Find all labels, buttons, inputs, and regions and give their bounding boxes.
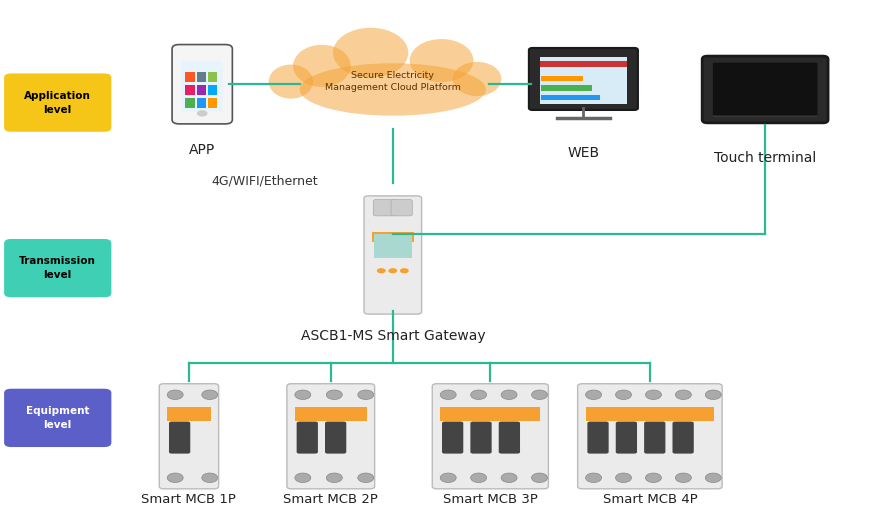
FancyBboxPatch shape [364,196,422,314]
Text: ASCB1-MS Smart Gateway: ASCB1-MS Smart Gateway [301,329,485,344]
FancyBboxPatch shape [644,422,665,453]
Bar [295,407,367,421]
FancyBboxPatch shape [702,56,828,123]
FancyBboxPatch shape [4,73,111,132]
FancyBboxPatch shape [287,384,375,489]
FancyBboxPatch shape [499,422,520,453]
Ellipse shape [293,45,351,87]
Bar [541,95,600,100]
FancyBboxPatch shape [713,63,817,116]
FancyBboxPatch shape [433,384,549,489]
Circle shape [706,473,722,483]
FancyBboxPatch shape [615,422,637,453]
Bar [372,233,414,242]
Text: Secure Electricity
Management Cloud Platform: Secure Electricity Management Cloud Plat… [325,71,461,92]
FancyBboxPatch shape [391,200,412,216]
Circle shape [295,390,310,399]
Circle shape [358,473,374,483]
Circle shape [202,473,218,483]
Bar [586,407,714,421]
Bar [196,72,206,82]
FancyBboxPatch shape [713,63,817,115]
Circle shape [400,268,409,273]
Circle shape [675,473,691,483]
Circle shape [441,473,456,483]
Circle shape [646,473,661,483]
Text: Touch terminal: Touch terminal [714,151,816,165]
Circle shape [706,390,722,399]
Text: Transmission
level: Transmission level [20,256,96,280]
Text: Smart MCB 1P: Smart MCB 1P [142,493,236,506]
Circle shape [326,390,343,399]
Text: WEB: WEB [567,145,599,159]
Text: Smart MCB 4P: Smart MCB 4P [602,493,698,506]
Text: Smart MCB 2P: Smart MCB 2P [284,493,378,506]
Bar [208,85,218,95]
Circle shape [646,390,661,399]
Bar [196,98,206,108]
FancyBboxPatch shape [470,422,491,453]
Ellipse shape [409,39,474,82]
Bar [167,407,211,421]
Circle shape [167,473,183,483]
Circle shape [167,390,183,399]
Bar [186,98,194,108]
Ellipse shape [333,28,409,78]
FancyBboxPatch shape [160,384,219,489]
Circle shape [376,268,385,273]
Circle shape [675,390,691,399]
FancyBboxPatch shape [4,239,111,297]
Circle shape [586,390,601,399]
Circle shape [501,473,517,483]
Circle shape [471,390,487,399]
FancyBboxPatch shape [297,422,318,453]
Ellipse shape [300,63,486,116]
Circle shape [388,268,397,273]
FancyBboxPatch shape [529,48,638,110]
Bar [441,407,541,421]
FancyBboxPatch shape [325,422,346,453]
Circle shape [295,473,310,483]
FancyBboxPatch shape [673,422,694,453]
FancyBboxPatch shape [169,422,190,453]
Circle shape [615,473,632,483]
Circle shape [197,110,208,116]
Circle shape [501,390,517,399]
Circle shape [441,390,456,399]
FancyBboxPatch shape [374,234,412,258]
Circle shape [586,473,601,483]
FancyBboxPatch shape [442,422,463,453]
Text: Smart MCB 3P: Smart MCB 3P [443,493,538,506]
Ellipse shape [268,65,313,99]
Text: 4G/WIFI/Ethernet: 4G/WIFI/Ethernet [211,175,318,188]
Bar [196,85,206,95]
Bar [208,72,218,82]
FancyBboxPatch shape [4,389,111,447]
FancyBboxPatch shape [588,422,608,453]
Bar [186,85,194,95]
Circle shape [326,473,343,483]
Ellipse shape [452,62,501,96]
FancyBboxPatch shape [540,57,627,104]
Circle shape [471,473,487,483]
Text: Equipment
level: Equipment level [26,406,89,430]
Bar [540,61,627,67]
Text: APP: APP [189,143,215,157]
Circle shape [532,473,548,483]
Circle shape [615,390,632,399]
Bar [541,76,583,81]
FancyBboxPatch shape [578,384,723,489]
Circle shape [532,390,548,399]
FancyBboxPatch shape [182,61,223,112]
Circle shape [358,390,374,399]
FancyBboxPatch shape [374,200,394,216]
FancyBboxPatch shape [172,45,233,124]
Bar [208,98,218,108]
Bar [541,85,591,90]
Bar [186,72,194,82]
Circle shape [202,390,218,399]
Text: Application
level: Application level [24,91,91,115]
